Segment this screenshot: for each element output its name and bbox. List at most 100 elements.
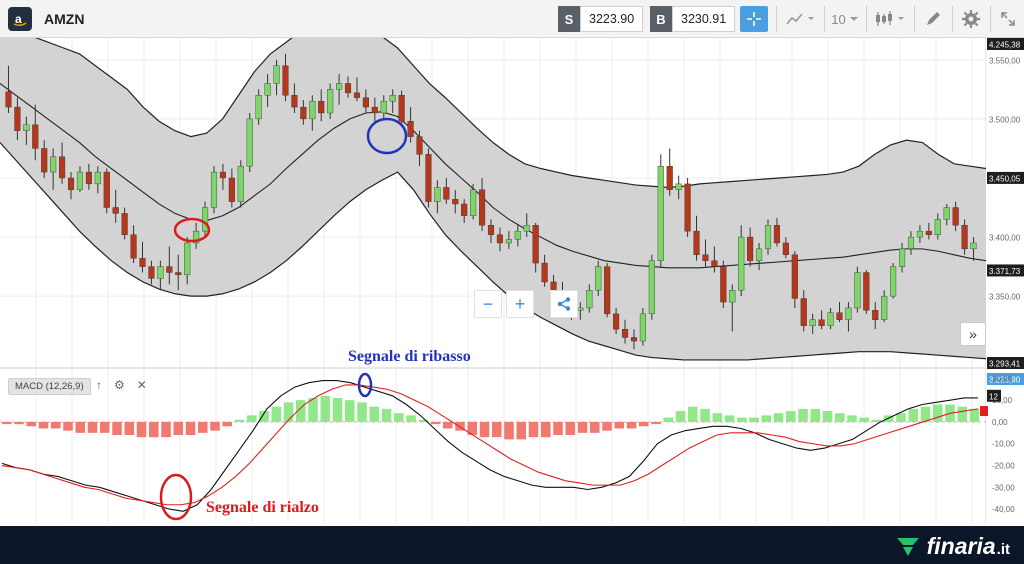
macd-histogram-bar xyxy=(87,421,98,433)
share-icon xyxy=(557,297,571,311)
candle-body xyxy=(496,234,503,244)
share-button[interactable] xyxy=(550,290,578,318)
macd-histogram-bar xyxy=(822,411,833,422)
candle-body xyxy=(666,165,673,190)
macd-axis-label: 20,00 xyxy=(992,374,1013,383)
macd-histogram-bar xyxy=(504,421,514,440)
macd-histogram-bar xyxy=(639,421,649,427)
price-label-bg xyxy=(987,357,1024,369)
candle-body xyxy=(577,307,584,311)
interval-select[interactable]: 10 xyxy=(828,6,862,32)
candle-body xyxy=(309,100,316,120)
macd-axis-label: -40,00 xyxy=(992,505,1015,514)
candle-body xyxy=(23,124,30,131)
macd-indicator-controls: ↑ ⚙ ✕ xyxy=(96,378,147,392)
chart-area[interactable]: 4.245,38 3.550,00 3.500,00 3.450,05 3.400,00… xyxy=(0,21,1024,524)
macd-histogram-bar xyxy=(810,408,821,422)
sell-signal-circle-macd xyxy=(357,372,373,398)
candle-body xyxy=(246,118,253,167)
instrument-symbol: AMZN xyxy=(44,11,85,27)
price-axis-label: 3.550,00 xyxy=(989,56,1021,65)
expand-icon xyxy=(1001,12,1015,26)
zoom-in-button[interactable]: + xyxy=(506,290,534,318)
macd-histogram-bar xyxy=(75,421,86,433)
candle-body xyxy=(854,272,861,309)
macd-histogram-bar xyxy=(173,421,184,436)
macd-histogram-bar xyxy=(26,421,37,427)
candle-body xyxy=(371,106,378,114)
crosshair-button[interactable] xyxy=(740,6,768,32)
macd-histogram-bar xyxy=(63,421,73,431)
macd-histogram-bar xyxy=(957,406,968,422)
candle-body xyxy=(487,225,495,235)
macd-histogram-bar xyxy=(467,421,478,436)
macd-histogram-bar xyxy=(847,415,857,422)
macd-histogram-bar xyxy=(602,421,612,431)
macd-histogram-bar xyxy=(700,408,710,422)
macd-histogram-bar xyxy=(51,421,61,429)
macd-histogram-bar xyxy=(908,408,919,422)
macd-histogram-bar xyxy=(418,419,429,422)
macd-indicator-label[interactable]: MACD (12,26,9) xyxy=(8,378,91,395)
candles xyxy=(5,53,977,350)
fullscreen-button[interactable] xyxy=(994,6,1022,32)
buy-signal-circle-price xyxy=(173,217,211,243)
buy-price-box[interactable]: B 3230.91 xyxy=(650,6,736,32)
macd-histogram-bar xyxy=(896,413,906,422)
candle-body xyxy=(193,230,200,244)
candle-body xyxy=(613,313,620,330)
candle-body xyxy=(67,177,75,190)
zoom-out-button[interactable]: − xyxy=(474,290,502,318)
macd-histogram-bar xyxy=(541,421,551,438)
macd-histogram-bar xyxy=(320,395,331,422)
macd-histogram-bar xyxy=(920,406,931,422)
macd-histogram-bar xyxy=(136,421,147,438)
candle-body xyxy=(890,266,897,297)
candle-body xyxy=(595,266,602,291)
signal-line xyxy=(1,384,979,506)
brand-logo[interactable]: finaria .it xyxy=(895,533,1010,560)
svg-text:a: a xyxy=(15,12,22,26)
macd-histogram-bar xyxy=(345,400,355,422)
macd-histogram-bar xyxy=(198,421,208,433)
macd-histogram-bar xyxy=(443,421,453,429)
crosshair-icon xyxy=(747,12,761,26)
macd-histogram-bar xyxy=(185,421,196,436)
drawing-tools-button[interactable] xyxy=(918,6,948,32)
macd-histogram-bar xyxy=(124,421,135,436)
candle-body xyxy=(452,199,459,205)
macd-histogram-bar xyxy=(651,421,661,425)
price-axis-label: 3.371,73 xyxy=(989,267,1021,276)
macd-histogram-bar xyxy=(663,417,674,422)
buy-signal-label: Segnale di rialzo xyxy=(206,499,319,516)
candle-body xyxy=(818,319,825,326)
scroll-right-button[interactable]: » xyxy=(960,322,986,346)
candle-type-button[interactable] xyxy=(870,6,910,32)
macd-histogram-bar xyxy=(210,421,220,431)
gear-icon[interactable]: ⚙ xyxy=(114,378,125,392)
candle-body xyxy=(693,230,700,255)
macd-panel xyxy=(0,379,986,512)
macd-histogram-bar xyxy=(222,421,233,427)
price-chart[interactable]: 4.245,38 3.550,00 3.500,00 3.450,05 3.400,00… xyxy=(0,21,1024,524)
candle-body xyxy=(470,189,477,216)
candle-body xyxy=(380,100,387,114)
settings-button[interactable] xyxy=(956,6,986,32)
macd-histogram-bar xyxy=(688,406,698,422)
candle-body xyxy=(353,92,361,98)
candle-body xyxy=(416,136,423,155)
arrow-up-icon[interactable]: ↑ xyxy=(96,378,102,392)
chart-type-button[interactable] xyxy=(782,6,818,32)
candle-body xyxy=(809,319,816,326)
macd-histogram-bar xyxy=(247,415,257,422)
close-icon[interactable]: ✕ xyxy=(136,378,147,392)
macd-marker xyxy=(980,406,988,417)
macd-histogram-bar xyxy=(969,408,980,422)
price-label-bg xyxy=(987,38,1024,50)
price-label-bg xyxy=(987,264,1024,277)
price-axis-label: 3.400,00 xyxy=(989,234,1021,243)
sell-price-box[interactable]: S 3223.90 xyxy=(558,6,644,32)
candle-body xyxy=(139,258,146,267)
lower-band-line xyxy=(0,142,987,361)
candle-body xyxy=(398,95,405,122)
